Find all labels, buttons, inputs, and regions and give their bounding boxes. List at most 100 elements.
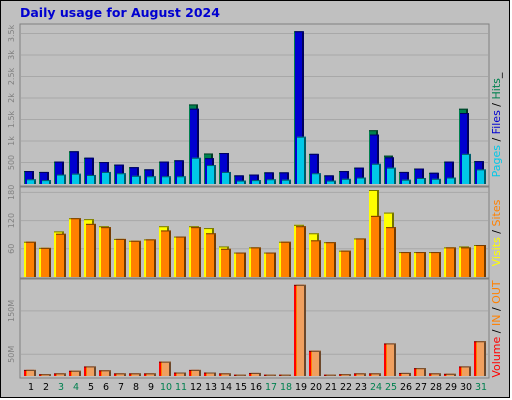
x-axis-day-label: 22 [340, 382, 352, 393]
bar-pages-shade [379, 164, 381, 184]
bar-kbout-fill [477, 341, 486, 376]
bar-pages [432, 178, 441, 184]
bar-kbout-shade [304, 285, 306, 376]
bar-kbout [432, 373, 441, 376]
bar-sites-fill [176, 236, 186, 277]
bar-pages-shade [304, 137, 306, 184]
bar-pages-top [102, 171, 111, 173]
bar-files [85, 157, 94, 184]
bar-sites-shade [424, 253, 426, 277]
bar-sites [341, 250, 351, 277]
bar-sites-top [56, 233, 66, 235]
bar-kbout-top [42, 374, 51, 376]
bar-pages-top [57, 174, 66, 176]
bar-pages-top [402, 179, 411, 181]
bar-sites [161, 230, 171, 277]
panel-volume-frame [19, 278, 490, 379]
bar-kbout [237, 374, 246, 376]
bar-sites-fill [236, 252, 246, 277]
bar-pages-top [297, 136, 306, 138]
side-legend-panel1-part: / [490, 99, 503, 110]
bar-files-top [70, 151, 79, 153]
bar-sites-shade [364, 239, 366, 277]
bar-kbout [402, 372, 411, 376]
bar-kbout-top [162, 361, 171, 363]
side-legend-panel1: Pages / Files / Hits_ [490, 72, 503, 177]
bar-files-top [220, 153, 229, 155]
bar-sites-shade [484, 246, 486, 277]
bar-kbout-shade [124, 374, 126, 376]
bar-kbout [267, 374, 276, 376]
bar-pages-shade [49, 181, 51, 184]
bar-kbout-top [207, 372, 216, 374]
bar-files-fill [85, 157, 94, 184]
bar-sites [281, 241, 291, 277]
x-axis-day-label: 15 [235, 382, 247, 393]
bar-files-shade [347, 172, 349, 184]
bar-sites-shade [49, 248, 51, 277]
bar-sites-fill [86, 223, 96, 277]
bar-files-shade [407, 172, 409, 184]
bar-sites-fill [386, 227, 396, 277]
bar-pages-top [477, 169, 486, 171]
bar-sites-top [221, 248, 231, 250]
side-legend-panel3-part: Volume [490, 336, 503, 377]
bar-kbout-fill [27, 369, 36, 376]
bar-kbout-shade [154, 374, 156, 376]
x-axis-day-label: 12 [190, 382, 202, 393]
bar-pages-shade [334, 181, 336, 184]
bar-pages-fill [297, 136, 306, 184]
bar-files-fill [430, 172, 439, 184]
bar-kbout-top [342, 374, 351, 376]
bar-kbout-fill [402, 372, 411, 376]
bar-visits-top [204, 228, 214, 230]
bar-visits-top [219, 246, 229, 248]
bar-sites-fill [116, 238, 126, 277]
bar-files [445, 161, 454, 184]
bar-pages [117, 173, 126, 184]
bar-visits-top [309, 233, 319, 235]
side-legend-panel2-part: Visits [490, 237, 503, 266]
bar-sites-top [266, 252, 276, 254]
bar-sites-top [206, 233, 216, 235]
bar-files-fill [55, 161, 64, 184]
bar-sites [26, 241, 36, 277]
bar-hits-top [384, 155, 393, 157]
bar-files-fill [340, 171, 349, 184]
bar-pages-top [177, 176, 186, 178]
bar-pages-fill [462, 153, 471, 184]
bar-kbout-shade [49, 375, 51, 376]
bar-sites-top [356, 238, 366, 240]
bar-kbout-top [222, 373, 231, 375]
bar-pages-top [312, 173, 321, 175]
bar-kbout-shade [94, 367, 96, 376]
bar-sites-shade [259, 248, 261, 277]
bar-sites-fill [71, 218, 81, 277]
bar-kbout-shade [409, 373, 411, 376]
bar-files [295, 31, 304, 185]
bar-files-top [475, 161, 484, 163]
bar-pages-top [207, 165, 216, 167]
bar-visits-top [99, 226, 109, 228]
x-axis-day-label: 30 [460, 382, 472, 393]
bar-pages-top [117, 173, 126, 175]
bar-pages [42, 180, 51, 184]
bar-pages-shade [364, 178, 366, 184]
bar-sites-top [401, 252, 411, 254]
bar-files-top [400, 171, 409, 173]
bar-kbout [57, 373, 66, 376]
bar-sites-shade [79, 219, 81, 277]
bar-sites [296, 226, 306, 277]
bar-files-fill [295, 31, 304, 184]
bar-kbout [477, 341, 486, 376]
bar-files-shade [287, 173, 289, 184]
bar-sites-top [26, 241, 36, 243]
bar-files-top [40, 171, 49, 173]
bar-sites [266, 252, 276, 277]
bar-sites [371, 215, 381, 277]
ytick-label: 3k [7, 50, 16, 60]
bar-sites-shade [454, 248, 456, 277]
bar-kbout-fill [147, 373, 156, 376]
bar-kbout-fill [252, 372, 261, 376]
bar-files-shade [332, 176, 334, 184]
